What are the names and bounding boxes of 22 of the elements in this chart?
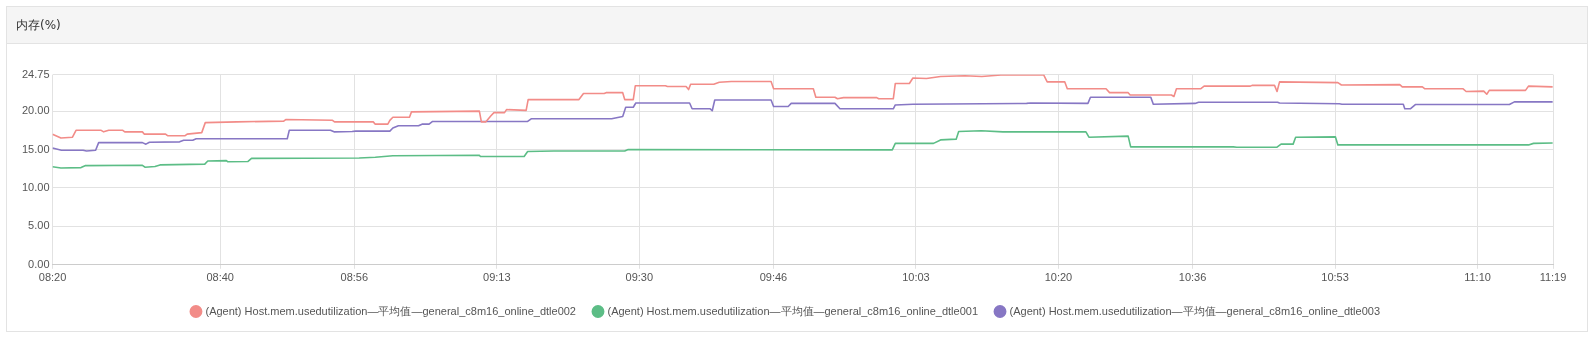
x-tick-label: 11:10	[1464, 271, 1491, 284]
x-tick-label: 10:36	[1178, 271, 1207, 284]
x-tick-label: 10:20	[1044, 271, 1073, 284]
x-tick-label: 09:13	[483, 271, 511, 284]
y-tick-label: 0.00	[28, 257, 50, 270]
legend-label: (Agent) Host.mem.usedutilization—平均值—general_c8m16_online_dtle002	[205, 304, 576, 317]
x-tick-label: 09:30	[625, 271, 654, 284]
y-tick-label: 15.00	[22, 142, 50, 155]
x-tick-label: 08:56	[340, 271, 369, 284]
chart-title: 内存(%)	[7, 7, 1587, 44]
legend-label: (Agent) Host.mem.usedutilization—平均值—general_c8m16_online_dtle003	[1009, 304, 1381, 317]
x-tick-label: 10:03	[902, 271, 930, 284]
y-tick-label: 24.75	[22, 67, 50, 80]
x-tick-label: 09:46	[759, 271, 788, 284]
y-tick-label: 20.00	[22, 104, 50, 117]
legend-label: (Agent) Host.mem.usedutilization—平均值—general_c8m16_online_dtle001	[607, 304, 979, 317]
y-tick-label: 10.00	[22, 180, 50, 193]
x-tick-label: 08:20	[38, 271, 67, 284]
y-tick-label: 5.00	[28, 219, 50, 232]
x-tick-label: 08:40	[206, 271, 234, 284]
x-tick-label: 11:19	[1539, 271, 1567, 284]
x-tick-label: 10:53	[1321, 271, 1349, 284]
